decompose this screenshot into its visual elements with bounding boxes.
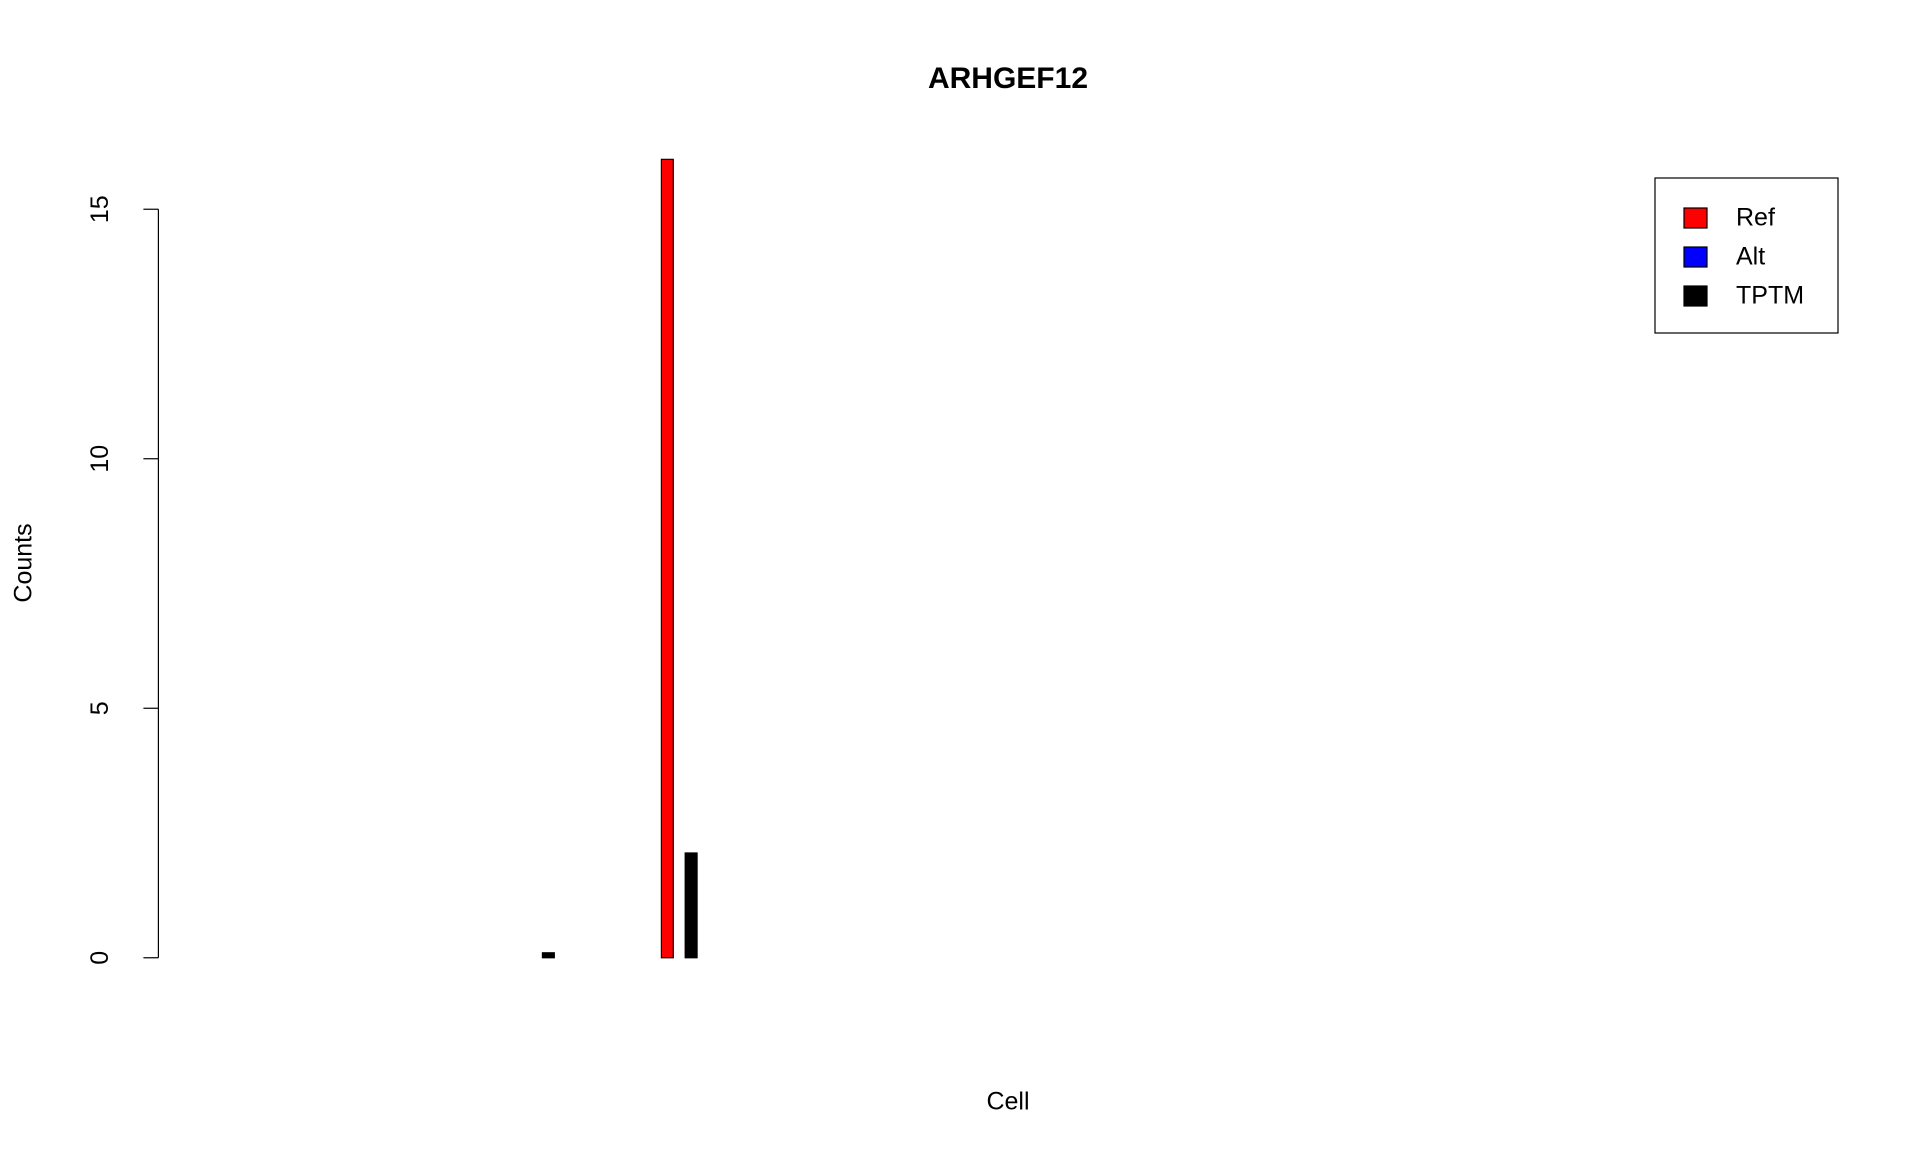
y-tick-label: 0 [86,951,114,965]
y-tick-label: 10 [86,445,114,473]
legend-label: TPTM [1736,282,1804,310]
legend-swatch [1683,207,1708,229]
bar [660,158,674,959]
bar [541,952,555,959]
y-tick-label: 15 [86,195,114,223]
legend-swatch [1683,285,1708,307]
y-tick-label: 5 [86,701,114,715]
bar [684,852,698,959]
legend-swatch [1683,246,1708,268]
x-axis-label: Cell [986,1088,1029,1116]
legend-label: Ref [1736,204,1775,232]
y-axis-label: Counts [10,523,38,602]
chart-title: ARHGEF12 [928,62,1088,95]
legend-label: Alt [1736,243,1765,271]
